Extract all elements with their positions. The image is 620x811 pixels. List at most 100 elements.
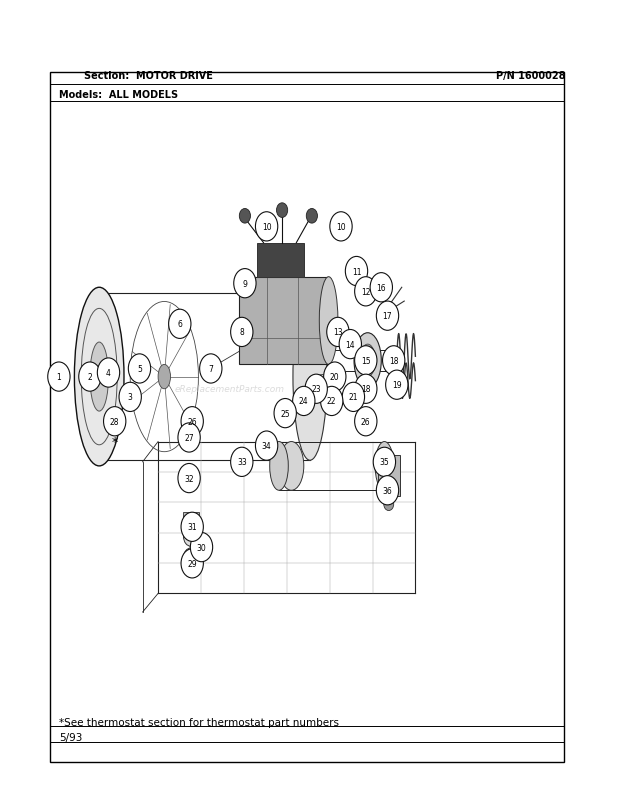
Circle shape xyxy=(128,354,151,384)
Text: 2: 2 xyxy=(87,372,92,382)
Circle shape xyxy=(255,212,278,242)
Circle shape xyxy=(274,399,296,428)
Ellipse shape xyxy=(184,548,198,568)
Circle shape xyxy=(181,513,203,542)
Ellipse shape xyxy=(277,204,288,218)
Text: *See thermostat section for thermostat part numbers: *See thermostat section for thermostat p… xyxy=(59,717,339,727)
Text: 4: 4 xyxy=(106,368,111,378)
Text: 36: 36 xyxy=(383,486,392,496)
Text: 21: 21 xyxy=(348,393,358,402)
Ellipse shape xyxy=(184,527,198,547)
Text: 10: 10 xyxy=(336,222,346,232)
Circle shape xyxy=(324,363,346,392)
Circle shape xyxy=(178,464,200,493)
Text: 3: 3 xyxy=(128,393,133,402)
Text: 9: 9 xyxy=(242,279,247,289)
Text: P/N 1600028: P/N 1600028 xyxy=(496,71,565,80)
Circle shape xyxy=(386,371,408,400)
Text: 30: 30 xyxy=(197,543,206,552)
Text: 26: 26 xyxy=(361,417,371,427)
Circle shape xyxy=(355,407,377,436)
Circle shape xyxy=(330,212,352,242)
Circle shape xyxy=(327,318,349,347)
Circle shape xyxy=(178,423,200,453)
Ellipse shape xyxy=(74,288,124,466)
Text: 8: 8 xyxy=(239,328,244,337)
Text: 5: 5 xyxy=(137,364,142,374)
Text: 10: 10 xyxy=(262,222,272,232)
Ellipse shape xyxy=(158,365,170,389)
Circle shape xyxy=(119,383,141,412)
Bar xyxy=(183,513,199,521)
Ellipse shape xyxy=(319,277,338,365)
Text: 17: 17 xyxy=(383,311,392,321)
Circle shape xyxy=(169,310,191,339)
Circle shape xyxy=(305,375,327,404)
Text: 1: 1 xyxy=(56,372,61,382)
Ellipse shape xyxy=(375,442,394,491)
Ellipse shape xyxy=(239,209,250,224)
Circle shape xyxy=(376,302,399,331)
Text: 29: 29 xyxy=(187,559,197,569)
Text: 23: 23 xyxy=(311,384,321,394)
Circle shape xyxy=(234,269,256,298)
Text: 5/93: 5/93 xyxy=(59,732,82,742)
Text: 33: 33 xyxy=(237,457,247,467)
Circle shape xyxy=(345,257,368,286)
Bar xyxy=(257,243,304,277)
Circle shape xyxy=(231,448,253,477)
Text: 18: 18 xyxy=(361,384,371,394)
Ellipse shape xyxy=(360,345,375,377)
Text: 20: 20 xyxy=(330,372,340,382)
Text: 19: 19 xyxy=(392,380,402,390)
Text: Models:  ALL MODELS: Models: ALL MODELS xyxy=(59,90,178,100)
Text: 32: 32 xyxy=(184,474,194,483)
Text: 11: 11 xyxy=(352,267,361,277)
Ellipse shape xyxy=(354,333,381,388)
Text: 6: 6 xyxy=(177,320,182,329)
Circle shape xyxy=(370,273,392,303)
Text: 34: 34 xyxy=(262,441,272,451)
Circle shape xyxy=(342,383,365,412)
Ellipse shape xyxy=(270,442,288,491)
Ellipse shape xyxy=(384,498,394,511)
Circle shape xyxy=(97,358,120,388)
Text: 27: 27 xyxy=(184,433,194,443)
Circle shape xyxy=(231,318,253,347)
Ellipse shape xyxy=(306,209,317,224)
Circle shape xyxy=(321,387,343,416)
Circle shape xyxy=(48,363,70,392)
Text: Section:  MOTOR DRIVE: Section: MOTOR DRIVE xyxy=(84,71,213,80)
Circle shape xyxy=(181,549,203,578)
Text: eReplacementParts.com: eReplacementParts.com xyxy=(174,384,285,394)
Text: 13: 13 xyxy=(333,328,343,337)
Circle shape xyxy=(104,407,126,436)
Circle shape xyxy=(355,277,377,307)
Circle shape xyxy=(190,533,213,562)
Circle shape xyxy=(383,346,405,375)
Bar xyxy=(378,456,400,496)
Circle shape xyxy=(79,363,101,392)
Bar xyxy=(239,277,329,365)
Text: 14: 14 xyxy=(345,340,355,350)
Text: 25: 25 xyxy=(280,409,290,418)
Circle shape xyxy=(355,375,377,404)
Text: 18: 18 xyxy=(389,356,399,366)
Ellipse shape xyxy=(90,342,108,412)
Text: 24: 24 xyxy=(299,397,309,406)
Text: 31: 31 xyxy=(187,522,197,532)
Circle shape xyxy=(355,346,377,375)
Circle shape xyxy=(373,448,396,477)
Ellipse shape xyxy=(365,354,371,367)
Bar xyxy=(50,73,564,762)
Circle shape xyxy=(255,431,278,461)
Text: 15: 15 xyxy=(361,356,371,366)
Text: 7: 7 xyxy=(208,364,213,374)
Circle shape xyxy=(200,354,222,384)
Text: 26: 26 xyxy=(187,417,197,427)
Text: 22: 22 xyxy=(327,397,337,406)
Ellipse shape xyxy=(293,294,327,461)
Circle shape xyxy=(181,407,203,436)
Text: 35: 35 xyxy=(379,457,389,467)
Ellipse shape xyxy=(279,442,304,491)
